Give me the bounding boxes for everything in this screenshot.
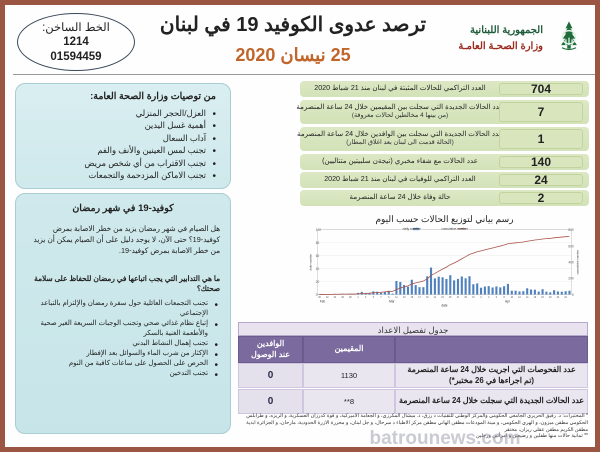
- svg-text:3: 3: [365, 297, 367, 299]
- svg-text:24: 24: [334, 297, 337, 299]
- svg-text:27: 27: [457, 297, 460, 299]
- svg-text:2: 2: [480, 297, 482, 299]
- svg-text:6: 6: [496, 297, 498, 299]
- svg-text:20: 20: [318, 297, 321, 299]
- svg-text:17: 17: [418, 297, 421, 299]
- svg-text:14: 14: [526, 297, 529, 299]
- svg-text:24: 24: [564, 297, 567, 299]
- svg-text:date: date: [441, 304, 447, 308]
- svg-text:200: 200: [568, 277, 573, 281]
- svg-text:18: 18: [541, 297, 544, 299]
- svg-text:7: 7: [380, 297, 382, 299]
- svg-text:11: 11: [395, 297, 398, 299]
- svg-text:5: 5: [373, 297, 375, 299]
- svg-text:31: 31: [472, 297, 475, 299]
- svg-text:12: 12: [518, 297, 521, 299]
- svg-text:22: 22: [326, 297, 329, 299]
- svg-text:4: 4: [488, 297, 490, 299]
- svg-text:cumulative number: cumulative number: [576, 250, 580, 275]
- svg-text:10: 10: [511, 297, 514, 299]
- svg-text:23: 23: [441, 297, 444, 299]
- svg-text:1: 1: [357, 297, 359, 299]
- svg-text:22: 22: [557, 297, 560, 299]
- svg-text:cumulative number: cumulative number: [441, 227, 468, 231]
- svg-text:29: 29: [464, 297, 467, 299]
- svg-text:daily number: daily number: [308, 254, 312, 271]
- svg-text:21: 21: [434, 297, 437, 299]
- svg-text:Apr: Apr: [505, 300, 510, 304]
- svg-text:19: 19: [426, 297, 429, 299]
- svg-text:600: 600: [568, 244, 573, 248]
- svg-text:20: 20: [549, 297, 552, 299]
- svg-text:8: 8: [503, 297, 505, 299]
- svg-text:daily number: daily number: [403, 227, 421, 231]
- svg-text:Feb: Feb: [320, 300, 326, 304]
- svg-text:15: 15: [411, 297, 414, 299]
- svg-text:25: 25: [449, 297, 452, 299]
- svg-text:Mar: Mar: [389, 300, 394, 304]
- svg-text:28: 28: [349, 297, 352, 299]
- svg-text:0: 0: [572, 293, 574, 297]
- svg-text:800: 800: [568, 228, 573, 232]
- svg-text:26: 26: [341, 297, 344, 299]
- svg-text:13: 13: [403, 297, 406, 299]
- svg-text:100: 100: [316, 228, 321, 232]
- svg-text:16: 16: [534, 297, 537, 299]
- svg-text:400: 400: [568, 260, 573, 264]
- svg-text:9: 9: [388, 297, 390, 299]
